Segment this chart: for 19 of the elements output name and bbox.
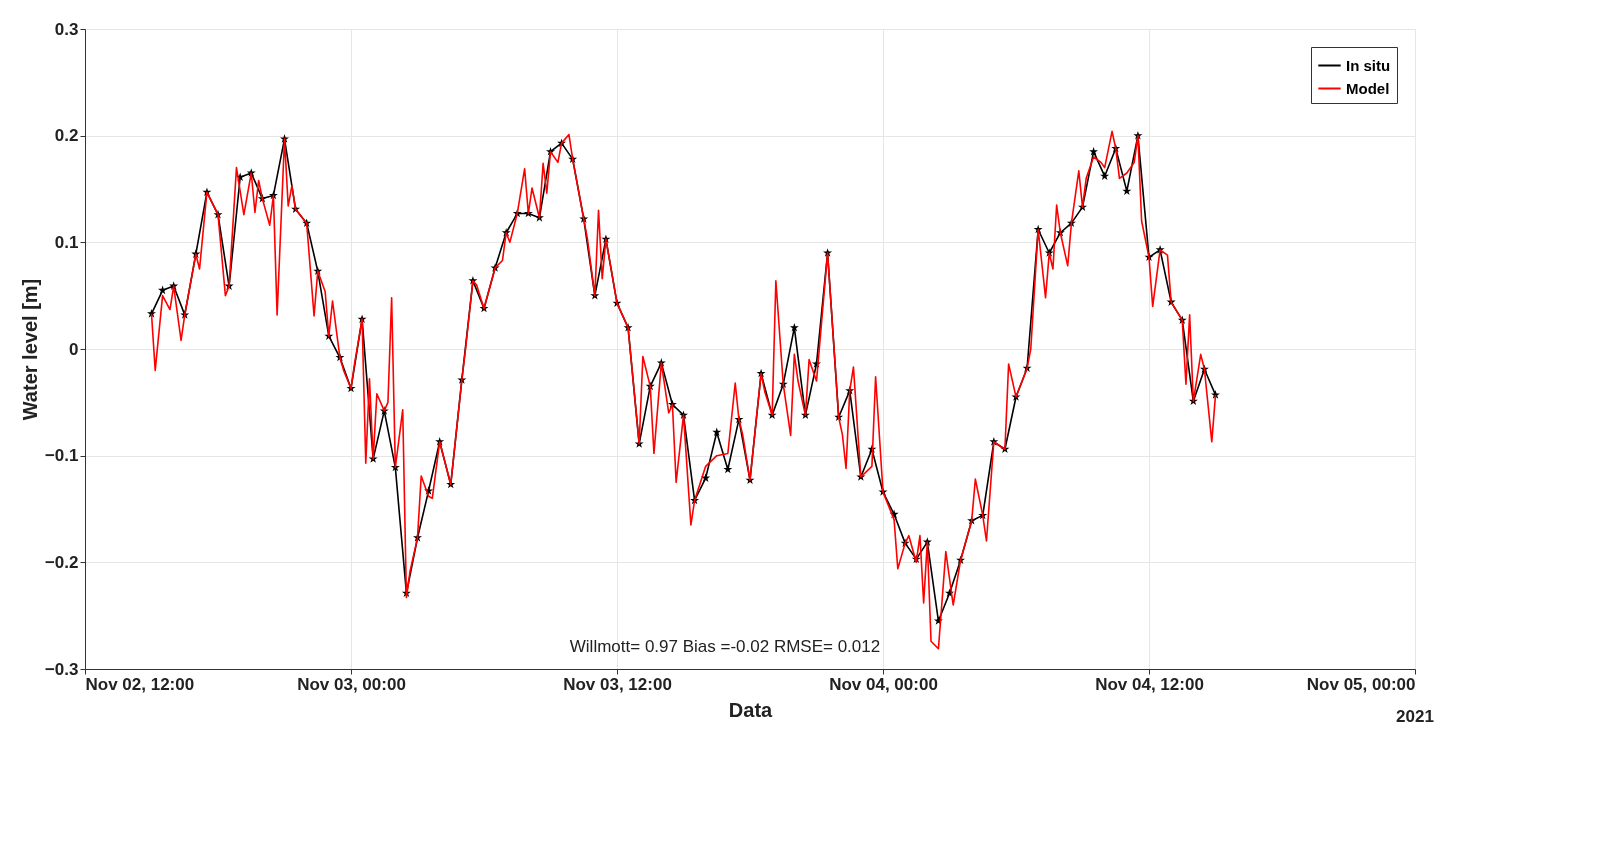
text: 2021 bbox=[1396, 707, 1434, 726]
y-tick-label: 0 bbox=[69, 339, 79, 359]
y-tick-label: 0.3 bbox=[54, 19, 79, 39]
x-tick-label: Nov 04, 12:00 bbox=[1095, 674, 1204, 694]
legend-label: Model bbox=[1346, 79, 1390, 97]
x-tick-label: Nov 03, 12:00 bbox=[563, 674, 672, 694]
y-tick-label: −0.3 bbox=[44, 659, 79, 679]
legend-label: In situ bbox=[1346, 56, 1391, 74]
y-tick-label: −0.2 bbox=[44, 552, 79, 572]
y-axis-title: Water level [m] bbox=[18, 278, 41, 421]
x-axis-title: Data bbox=[728, 698, 774, 721]
x-tick-label: Nov 05, 00:00 bbox=[1306, 674, 1416, 694]
y-tick-label: −0.1 bbox=[44, 446, 79, 466]
annotation: Willmott= 0.97 Bias =-0.02 RMSE= 0.012 bbox=[569, 637, 881, 656]
x-tick-label: Nov 03, 00:00 bbox=[297, 674, 406, 694]
y-tick-label: 0.1 bbox=[54, 232, 79, 252]
x-tick-label: Nov 04, 00:00 bbox=[829, 674, 938, 694]
x-tick-label: Nov 02, 12:00 bbox=[85, 674, 195, 694]
y-tick-label: 0.2 bbox=[54, 126, 79, 146]
